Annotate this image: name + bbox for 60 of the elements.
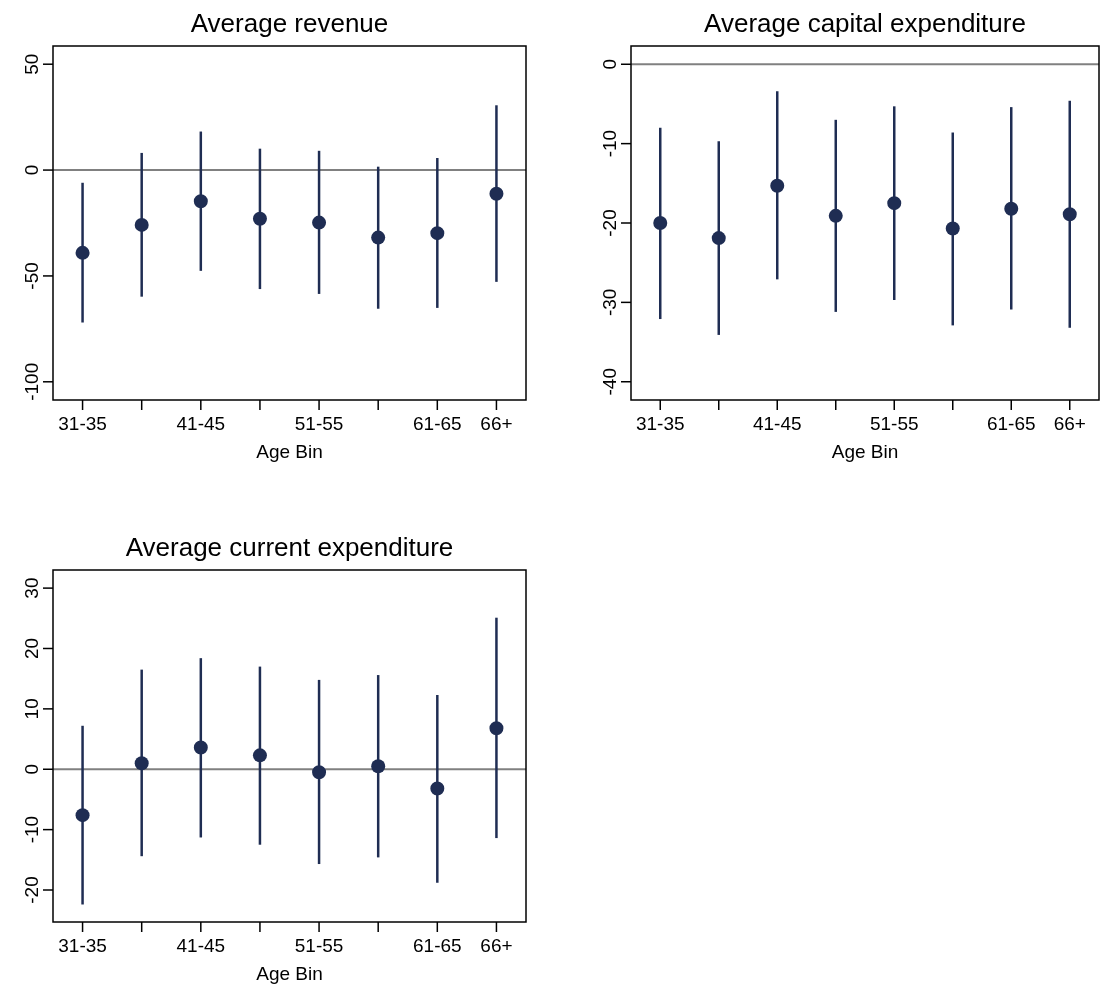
y-tick-label: 0 — [599, 58, 620, 70]
y-tick-label: -10 — [21, 815, 42, 844]
y-tick-label: -100 — [21, 362, 42, 401]
point — [75, 245, 90, 260]
point — [653, 216, 668, 230]
y-tick-label: -20 — [21, 876, 42, 904]
chart-title: Average capital expenditure — [704, 8, 1026, 38]
point — [371, 230, 386, 245]
x-tick-label: 61-65 — [986, 413, 1036, 434]
x-tick-label: 51-55 — [869, 413, 919, 434]
x-tick-label: 61-65 — [413, 413, 462, 434]
x-tick-label: 61-65 — [413, 935, 462, 956]
y-tick-label: 0 — [21, 164, 42, 176]
y-tick-label: -10 — [599, 129, 620, 158]
x-axis-title: Age Bin — [256, 963, 323, 984]
y-tick-label: 20 — [21, 637, 42, 660]
point — [193, 740, 208, 755]
x-tick-label: 41-45 — [176, 935, 226, 956]
point — [430, 781, 445, 796]
point — [489, 721, 504, 736]
x-tick-label: 51-55 — [294, 935, 344, 956]
point — [770, 178, 785, 193]
point — [489, 186, 504, 201]
y-tick-label: 30 — [21, 577, 42, 599]
x-tick-label: 66+ — [1053, 413, 1086, 434]
x-tick-label: 66+ — [480, 935, 513, 956]
y-tick-label: -40 — [599, 368, 620, 396]
point — [252, 748, 267, 763]
y-tick-label: -50 — [21, 262, 42, 290]
point — [193, 194, 208, 209]
point — [312, 215, 327, 230]
x-axis-title: Age Bin — [831, 441, 899, 462]
x-tick-label: 31-35 — [635, 413, 685, 434]
x-tick-label: 41-45 — [752, 413, 802, 434]
chart-title: Average current expenditure — [125, 532, 454, 562]
point — [1004, 201, 1019, 216]
point — [134, 756, 149, 771]
point — [828, 208, 843, 223]
point — [134, 217, 149, 232]
y-tick-label: 50 — [21, 53, 42, 75]
x-tick-label: 41-45 — [176, 413, 226, 434]
y-tick-label: -30 — [599, 288, 620, 317]
x-tick-label: 31-35 — [58, 935, 107, 956]
point — [312, 765, 327, 780]
x-tick-label: 31-35 — [58, 413, 107, 434]
point — [252, 211, 267, 226]
x-tick-label: 66+ — [480, 413, 513, 434]
point — [887, 196, 902, 211]
y-tick-label: 0 — [21, 763, 42, 775]
y-tick-label: -20 — [599, 209, 620, 237]
point — [945, 221, 960, 236]
point — [711, 231, 726, 246]
point — [371, 759, 386, 774]
x-tick-label: 51-55 — [294, 413, 344, 434]
chart-title: Average revenue — [190, 8, 389, 38]
point — [430, 226, 445, 241]
y-tick-label: 10 — [21, 698, 42, 720]
x-axis-title: Age Bin — [256, 441, 323, 462]
point — [75, 808, 90, 823]
point — [1062, 207, 1077, 222]
